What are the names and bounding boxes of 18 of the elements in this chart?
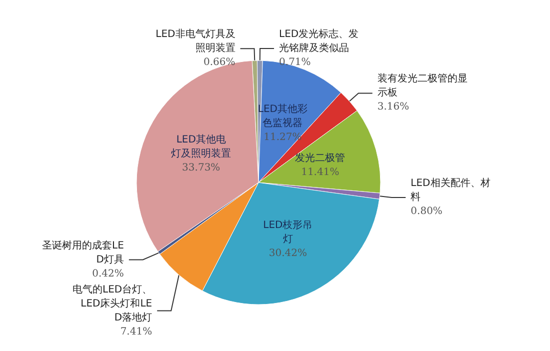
data-label: 7.41% <box>120 326 152 338</box>
slice-label: 圣诞树用的成套LED灯具 <box>42 239 124 266</box>
slice-label: 装有发光二极管的显示板 <box>377 72 468 99</box>
data-label: 0.66% <box>203 57 236 68</box>
slice-label: LED其他电灯及照明装置 <box>171 134 232 160</box>
slice-label: LED枝形吊灯 <box>263 218 313 245</box>
slice-label: 电气的LED台灯、LED床头灯和LED落地灯 <box>72 283 152 324</box>
data-label: 33.73% <box>182 162 220 174</box>
data-label: 11.41% <box>301 166 340 178</box>
slice-label: LED相关配件、材料 <box>410 176 490 203</box>
data-label: 0.42% <box>92 268 124 280</box>
data-label: 0.80% <box>410 206 442 217</box>
slice-label: 发光二极管 <box>295 152 346 164</box>
data-label: 3.16% <box>377 102 410 113</box>
slice-label: LED非电气灯具及照明装置 <box>156 28 236 54</box>
slice-label: LED发光标志、发光铭牌及类似品 <box>279 28 359 54</box>
data-label: 0.71% <box>279 57 311 68</box>
data-label: 30.42% <box>268 248 308 259</box>
